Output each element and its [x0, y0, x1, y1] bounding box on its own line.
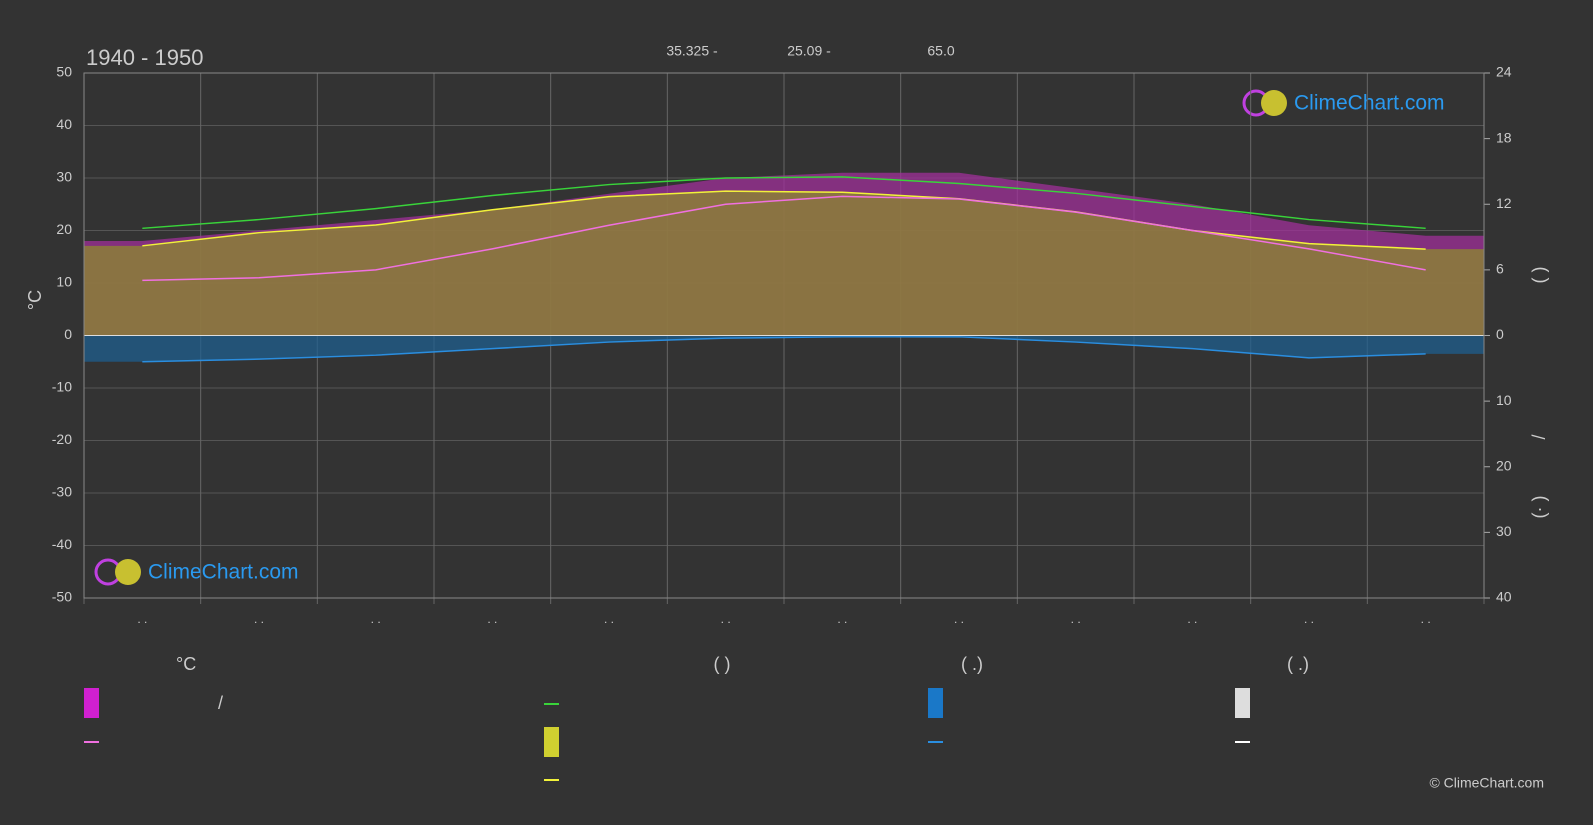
y-tick-label: -50 — [52, 589, 72, 605]
y3-tick-label: 40 — [1496, 589, 1512, 605]
x-tick-label: . . — [604, 612, 614, 626]
y3-tick-label: 20 — [1496, 457, 1512, 473]
x-tick-label: . . — [1187, 612, 1197, 626]
y-tick-label: 0 — [64, 326, 72, 342]
legend-separator: / — [218, 693, 223, 713]
logo: ClimeChart.com — [1242, 89, 1445, 117]
legend-swatch — [544, 727, 559, 757]
plot-frame — [83, 72, 1485, 599]
area — [84, 335, 1484, 362]
x-tick-label: . . — [954, 612, 964, 626]
y-tick-label: -20 — [52, 431, 72, 447]
stat: 65.0 — [927, 43, 954, 59]
x-tick-label: . . — [487, 612, 497, 626]
logo-text: ClimeChart.com — [1294, 92, 1445, 115]
y-tick-label: 10 — [56, 274, 72, 290]
chart-title: 1940 - 1950 — [86, 45, 203, 70]
y-axis-label: °C — [25, 290, 45, 310]
y-tick-label: -30 — [52, 484, 72, 500]
y3-axis-label: (· ) — [1529, 496, 1549, 519]
y2-axis-label: ( ) — [1529, 267, 1549, 284]
stat: 25.09 - — [787, 43, 831, 59]
logo-icon — [115, 559, 141, 585]
copyright: © ClimeChart.com — [1429, 775, 1544, 791]
line — [142, 190, 1426, 250]
x-tick-label: . . — [1071, 612, 1081, 626]
area — [84, 191, 1484, 336]
x-tick-label: . . — [137, 612, 147, 626]
logo-icon — [1261, 90, 1287, 116]
x-tick-label: . . — [837, 612, 847, 626]
y2-tick-label: 18 — [1496, 129, 1512, 145]
logo: ClimeChart.com — [94, 558, 299, 586]
line — [142, 176, 1426, 230]
line — [142, 195, 1426, 282]
y-tick-label: 30 — [56, 169, 72, 185]
y-tick-label: -10 — [52, 379, 72, 395]
logo-text: ClimeChart.com — [148, 561, 299, 584]
x-tick-label: . . — [371, 612, 381, 626]
legend-header: ( .) — [1287, 654, 1309, 674]
y2-tick-label: 24 — [1496, 64, 1512, 80]
legend-header: ( .) — [961, 654, 983, 674]
line — [142, 336, 1426, 363]
x-tick-label: . . — [254, 612, 264, 626]
legend-swatch — [1235, 688, 1250, 718]
y-tick-label: 20 — [56, 221, 72, 237]
legend-header: ( ) — [714, 654, 731, 674]
legend-swatch — [928, 688, 943, 718]
x-tick-label: . . — [1421, 612, 1431, 626]
y3-tick-label: 30 — [1496, 523, 1512, 539]
y-tick-label: -40 — [52, 536, 72, 552]
legend-swatch — [84, 688, 99, 718]
stat: 35.325 - — [666, 43, 718, 59]
x-tick-label: . . — [1304, 612, 1314, 626]
y2-tick-label: 6 — [1496, 261, 1504, 277]
y-tick-label: 40 — [56, 116, 72, 132]
legend-header: °C — [176, 654, 196, 674]
y-tick-label: 50 — [56, 64, 72, 80]
y-axis-separator: / — [1529, 434, 1549, 439]
x-tick-label: . . — [721, 612, 731, 626]
y3-tick-label: 10 — [1496, 392, 1512, 408]
y2-tick-label: 12 — [1496, 195, 1512, 211]
y2-tick-label: 0 — [1496, 326, 1504, 342]
